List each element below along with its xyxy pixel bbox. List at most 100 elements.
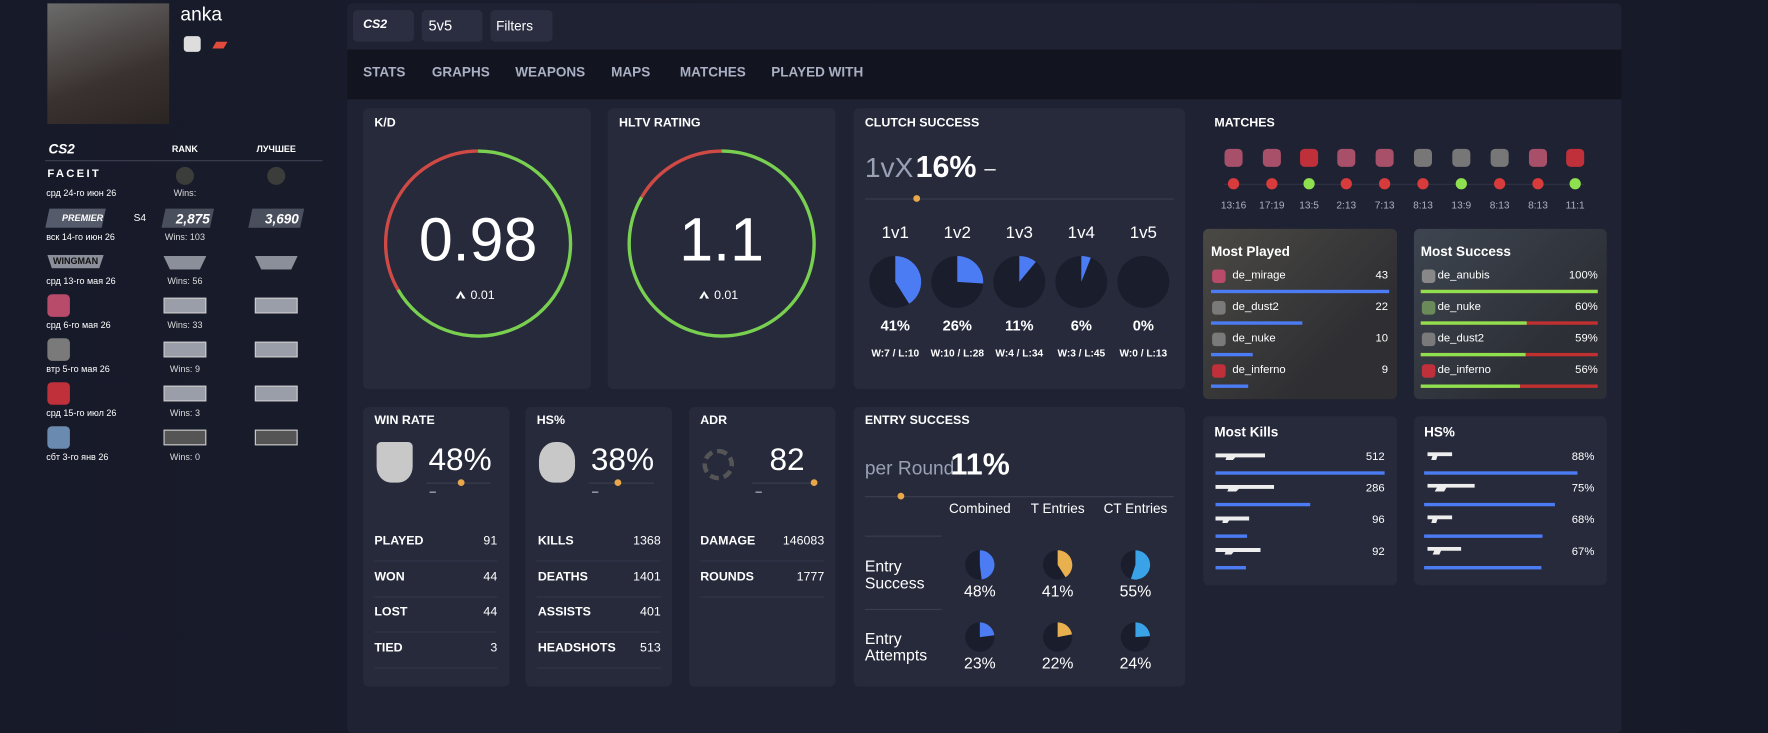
- match-score: 7:13: [1374, 199, 1395, 211]
- divider: [588, 482, 654, 484]
- tab[interactable]: GRAPHS: [431, 64, 490, 80]
- map-name: de_mirage: [1232, 269, 1286, 282]
- pie-slice: [1130, 550, 1151, 580]
- clutch-record: W:10 / L:28: [930, 346, 984, 359]
- divider: [864, 608, 942, 611]
- map-name: de_anubis: [1437, 269, 1490, 282]
- map-icon: [47, 294, 70, 317]
- steam-icon: [183, 36, 201, 52]
- clutch-label: 1v1: [881, 223, 909, 243]
- dropdown[interactable]: [490, 10, 553, 42]
- column-header: T Entries: [1030, 500, 1085, 517]
- entry-row-label: Attempts: [864, 645, 928, 664]
- date: срд 6-го мая 26: [46, 320, 111, 331]
- card: [1203, 416, 1398, 586]
- pie-slice: [1019, 255, 1036, 282]
- clutch-percent: 41%: [880, 317, 910, 334]
- stat-label: ROUNDS: [700, 570, 754, 584]
- column-header: Combined: [949, 500, 1011, 517]
- gauge-ring: [627, 149, 816, 338]
- map-card: [1203, 228, 1398, 400]
- map-icon: [1528, 148, 1547, 167]
- stat-number: 401: [640, 605, 661, 620]
- dropdown[interactable]: [352, 10, 414, 42]
- wins: Wins: 56: [167, 276, 203, 287]
- tab[interactable]: WEAPONS: [515, 64, 586, 80]
- dropdown[interactable]: [421, 10, 483, 42]
- date: срд 24-го июн 26: [46, 188, 117, 199]
- rank-icon: [163, 429, 207, 446]
- clutch-percent: 0%: [1132, 317, 1154, 334]
- card: [1413, 416, 1607, 586]
- match-score: 11:1: [1565, 199, 1585, 211]
- result-dot: [1340, 178, 1352, 190]
- section-title: HS%: [1424, 423, 1455, 440]
- mode-select[interactable]: 5v5: [428, 17, 453, 35]
- map-card: [1413, 228, 1607, 400]
- pie-slice: [957, 255, 984, 284]
- pie-slice: [1135, 622, 1151, 638]
- stat-label: PLAYED: [374, 534, 424, 549]
- column-header: CT Entries: [1103, 500, 1168, 517]
- stat-label: LOST: [374, 605, 408, 620]
- tab[interactable]: PLAYED WITH: [771, 64, 864, 80]
- wins: Wins: 3: [169, 408, 200, 419]
- gauge-delta: 0.01: [714, 289, 739, 303]
- stat-number: 44: [483, 570, 498, 584]
- map-icon: [1212, 364, 1226, 378]
- clutch-record: W:3 / L:45: [1057, 346, 1106, 359]
- entry-row-label: Entry: [864, 556, 902, 575]
- marker-dot: [897, 492, 905, 500]
- divider: [374, 595, 498, 598]
- tab[interactable]: STATS: [363, 64, 406, 80]
- section-title: Most Kills: [1214, 423, 1279, 440]
- map-name: de_nuke: [1437, 301, 1481, 314]
- card-title: ADR: [700, 414, 728, 428]
- stat-number: 44: [483, 605, 498, 620]
- section-title: Most Played: [1210, 243, 1290, 260]
- game-select[interactable]: CS2: [363, 18, 388, 33]
- bar: [1210, 321, 1303, 325]
- clutch-label: 1v3: [1005, 223, 1033, 243]
- hs-rate: 75%: [1571, 482, 1595, 495]
- map-icon: [1224, 148, 1243, 167]
- bar: [1210, 289, 1390, 294]
- divider: [374, 560, 498, 562]
- tab[interactable]: MATCHES: [679, 64, 746, 80]
- stat-value: 38%: [590, 442, 655, 478]
- divider: [864, 198, 1174, 200]
- date: сбт 3-го янв 26: [46, 452, 109, 463]
- map-icon: [1212, 301, 1226, 315]
- kill-count: 92: [1372, 545, 1385, 559]
- rank-type: WINGMAN: [52, 256, 99, 267]
- stat-label: DEATHS: [537, 570, 588, 584]
- hs-rate: 67%: [1571, 545, 1595, 559]
- match-score: 13:5: [1299, 199, 1319, 211]
- result-dot: [1455, 178, 1467, 190]
- trend: –: [429, 485, 436, 499]
- icon: [538, 441, 576, 483]
- stat-label: DAMAGE: [700, 534, 756, 549]
- avatar: [47, 3, 170, 125]
- gauge-ring: [383, 149, 479, 291]
- pie-slice: [979, 550, 995, 580]
- bar: [1210, 352, 1253, 357]
- filters-button[interactable]: Filters: [496, 17, 533, 34]
- marker-dot: [913, 195, 921, 202]
- bar: [1420, 289, 1598, 294]
- card-title: ENTRY SUCCESS: [864, 414, 970, 428]
- map-icon: [1421, 269, 1436, 284]
- gauge-ring: [396, 149, 573, 338]
- rank-type: PREMIER: [62, 213, 104, 224]
- match-score: 8:13: [1413, 199, 1433, 211]
- bar: [1420, 352, 1526, 357]
- bar: [1424, 534, 1543, 538]
- stat-number: 1401: [633, 570, 661, 584]
- clutch-label: 1v4: [1067, 223, 1095, 243]
- map-icon: [1375, 148, 1394, 167]
- tab[interactable]: MAPS: [611, 64, 651, 80]
- map-name: de_dust2: [1232, 301, 1279, 314]
- map-rate: 60%: [1575, 301, 1598, 314]
- date: вск 14-го июн 26: [46, 232, 115, 243]
